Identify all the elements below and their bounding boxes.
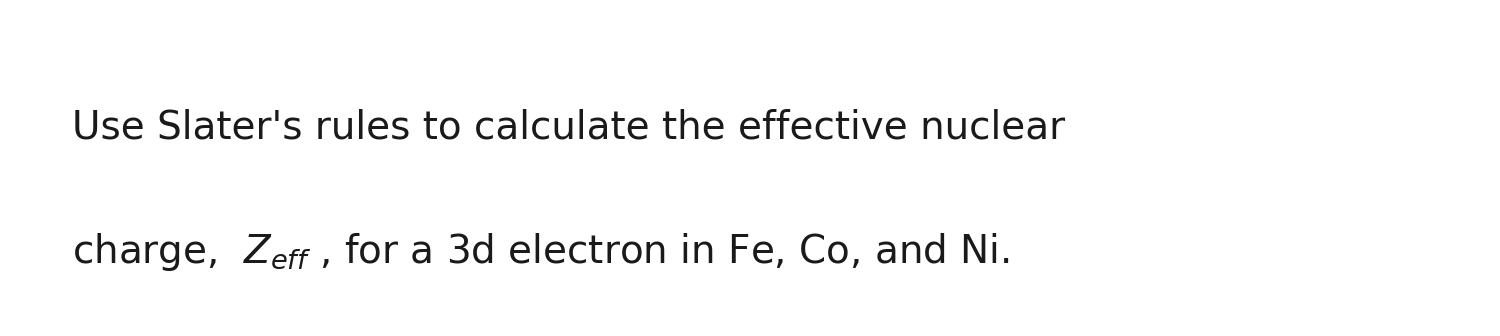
Text: Use Slater's rules to calculate the effective nuclear: Use Slater's rules to calculate the effe… (72, 109, 1065, 147)
Text: charge,  $\mathit{Z}_{eff}$ , for a 3d electron in Fe, Co, and Ni.: charge, $\mathit{Z}_{eff}$ , for a 3d el… (72, 231, 1010, 273)
